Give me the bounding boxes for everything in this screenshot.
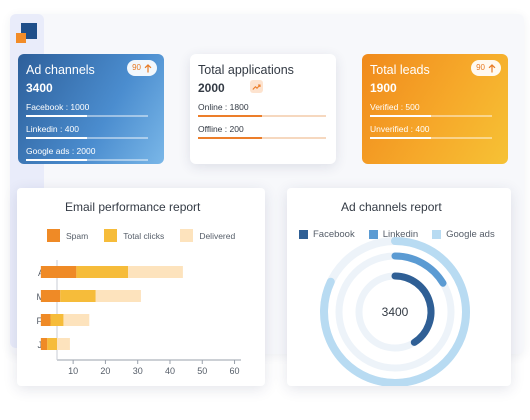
metric-bar-facebook <box>26 115 148 117</box>
metric-label-verified: Verified : 500 <box>370 102 420 112</box>
metric-bar-fill <box>370 137 431 139</box>
x-tick-label: 40 <box>165 366 175 376</box>
badge-value: 90 <box>476 63 485 72</box>
metric-bar-fill <box>198 115 262 117</box>
badge-value: 90 <box>132 63 141 72</box>
metric-label-online: Online : 1800 <box>198 102 249 112</box>
metric-label-google-ads: Google ads : 2000 <box>26 146 96 156</box>
panel-title: Email performance report <box>65 200 201 214</box>
x-tick-label: 60 <box>230 366 240 376</box>
x-tick-label: 20 <box>100 366 110 376</box>
card-value: 3400 <box>26 81 53 95</box>
legend-label: Spam <box>66 230 89 241</box>
metric-label-facebook: Facebook : 1000 <box>26 102 90 112</box>
ring-arc-facebook <box>391 272 435 346</box>
change-badge: 90 <box>127 60 157 76</box>
metric-bar-fill <box>198 137 262 139</box>
legend-swatch <box>104 229 118 242</box>
legend-swatch <box>47 229 60 242</box>
chart-legend: Facebook Linkedin Google ads <box>299 229 495 240</box>
metric-label-unverified: Unverified : 400 <box>370 124 430 134</box>
metric-bar-offline <box>198 137 326 139</box>
ring-arc-linkedin <box>391 252 447 287</box>
bar-segment <box>63 314 90 326</box>
bar-segment <box>40 314 51 326</box>
legend-item-spam: Spam <box>47 229 88 242</box>
trend-up-icon <box>252 83 261 90</box>
legend-item-total-clicks: Total clicks <box>104 229 164 242</box>
metric-bar-fill <box>26 115 87 117</box>
bar-segment <box>47 338 57 350</box>
x-tick-label: 50 <box>197 366 207 376</box>
card-title: Total applications <box>198 63 294 77</box>
legend-swatch <box>368 230 378 239</box>
change-badge: 90 <box>471 60 501 76</box>
bar-segment <box>40 290 61 302</box>
card-title: Ad channels <box>26 63 95 77</box>
metric-bar-fill <box>26 137 87 139</box>
card-value: 2000 <box>198 81 225 95</box>
card-title: Total leads <box>370 63 430 77</box>
total-leads-card[interactable]: Total leads 1900 90 Verified : 500 Unver… <box>362 54 508 164</box>
legend-label: Delivered <box>199 230 236 241</box>
metric-bar-unverified <box>370 137 492 139</box>
card-value: 1900 <box>370 81 397 95</box>
bar-segment <box>95 290 141 302</box>
legend-item-delivered: Delivered <box>180 229 235 242</box>
legend-swatch <box>432 230 442 239</box>
metric-bar-fill <box>370 115 431 117</box>
metric-bar-fill <box>26 159 87 161</box>
ad-channels-ring-chart: 3400 <box>320 237 470 386</box>
logo-square-orange <box>16 33 26 43</box>
bar-segment <box>76 266 129 278</box>
trend-badge <box>250 80 263 93</box>
legend-swatch <box>299 230 308 239</box>
bar-segment <box>40 266 77 278</box>
metric-bar-linkedin <box>26 137 148 139</box>
legend-item-google-ads: Google ads <box>432 229 495 240</box>
bar-segment <box>40 338 48 350</box>
legend-item-facebook: Facebook <box>299 229 355 240</box>
bar-segment <box>128 266 183 278</box>
metric-label-offline: Offline : 200 <box>198 124 244 134</box>
metric-label-linkedin: Linkedin : 400 <box>26 124 79 134</box>
panel-title: Ad channels report <box>341 200 442 214</box>
email-performance-panel: Email performance report Spam Total clic… <box>17 188 265 386</box>
email-performance-chart: AprMarFebJan102030405060 <box>36 260 241 376</box>
ring-arc-google-ads <box>320 237 470 386</box>
x-tick-label: 10 <box>68 366 78 376</box>
bar-segment <box>50 314 64 326</box>
legend-item-linkedin: Linkedin <box>368 229 419 240</box>
metric-bar-online <box>198 115 326 117</box>
bar-segment <box>60 290 96 302</box>
arrow-up-icon <box>488 63 496 72</box>
app-logo[interactable] <box>16 23 38 45</box>
bar-segment <box>57 338 70 350</box>
ad-channels-card[interactable]: Ad channels 3400 90 Facebook : 1000 Link… <box>18 54 164 164</box>
ad-channels-report-panel: Ad channels report Facebook Linkedin Goo… <box>287 188 511 386</box>
legend-label: Facebook <box>313 229 355 240</box>
total-applications-card[interactable]: Total applications 2000 Online : 1800 Of… <box>190 54 336 164</box>
metric-bar-verified <box>370 115 492 117</box>
legend-label: Total clicks <box>123 230 165 241</box>
legend-label: Linkedin <box>382 229 419 240</box>
legend-label: Google ads <box>446 229 495 240</box>
metric-bar-google-ads <box>26 159 148 161</box>
ring-center-value: 3400 <box>382 305 409 319</box>
legend-swatch <box>180 229 194 242</box>
arrow-up-icon <box>144 63 152 72</box>
x-tick-label: 30 <box>133 366 143 376</box>
chart-legend: Spam Total clicks Delivered <box>47 229 235 242</box>
